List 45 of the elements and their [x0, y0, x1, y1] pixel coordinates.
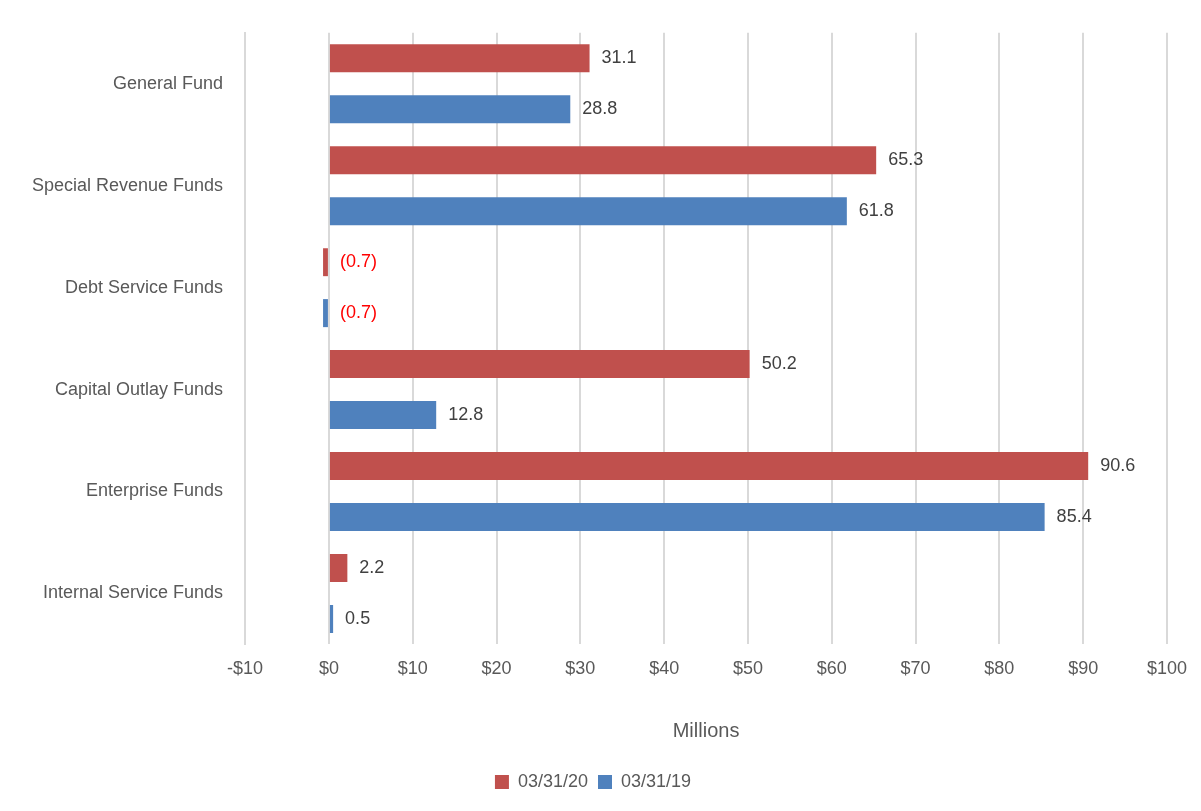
x-tick-label: $10 [397, 658, 428, 679]
bar [329, 401, 437, 430]
x-tick-label: $100 [1146, 658, 1187, 679]
bar [329, 44, 590, 73]
bar [329, 350, 750, 379]
data-label: 61.8 [858, 200, 894, 221]
data-label: 31.1 [601, 47, 637, 68]
bar [329, 146, 877, 175]
bar [329, 553, 348, 582]
bar [329, 452, 1089, 481]
data-label: 0.5 [345, 607, 371, 628]
bar [323, 248, 328, 277]
x-tick-label: $40 [649, 658, 680, 679]
legend-label: 03/31/20 [517, 770, 589, 791]
x-tick-label: $30 [565, 658, 596, 679]
bar [329, 95, 571, 124]
data-label: (0.7) [339, 302, 377, 323]
data-label: (0.7) [339, 251, 377, 272]
x-tick-label: $20 [481, 658, 512, 679]
data-label: 28.8 [582, 98, 618, 119]
data-label: 85.4 [1056, 505, 1092, 526]
x-tick-label: $90 [1068, 658, 1099, 679]
x-tick-label: $0 [318, 658, 339, 679]
y-tick-label: Internal Service Funds [43, 582, 224, 603]
x-tick-label: $50 [732, 658, 763, 679]
data-label: 90.6 [1100, 454, 1136, 475]
y-tick-label: Enterprise Funds [86, 480, 224, 501]
data-label: 2.2 [359, 556, 385, 577]
bar [329, 502, 1045, 531]
bar [323, 299, 328, 328]
y-tick-label: Debt Service Funds [65, 276, 224, 297]
legend-label: 03/31/19 [621, 770, 692, 791]
y-tick-label: Capital Outlay Funds [55, 378, 224, 399]
x-tick-label: -$10 [227, 658, 264, 679]
data-label: 65.3 [888, 149, 924, 170]
x-tick-label: $70 [900, 658, 931, 679]
data-label: 50.2 [761, 353, 797, 374]
x-axis-title: Millions [672, 718, 740, 741]
y-tick-label: Special Revenue Funds [31, 174, 224, 195]
y-tick-label: General Fund [113, 72, 224, 93]
x-tick-label: $80 [984, 658, 1015, 679]
x-tick-label: $60 [816, 658, 847, 679]
bar [329, 197, 847, 226]
data-label: 12.8 [448, 404, 484, 425]
bar [329, 604, 334, 633]
